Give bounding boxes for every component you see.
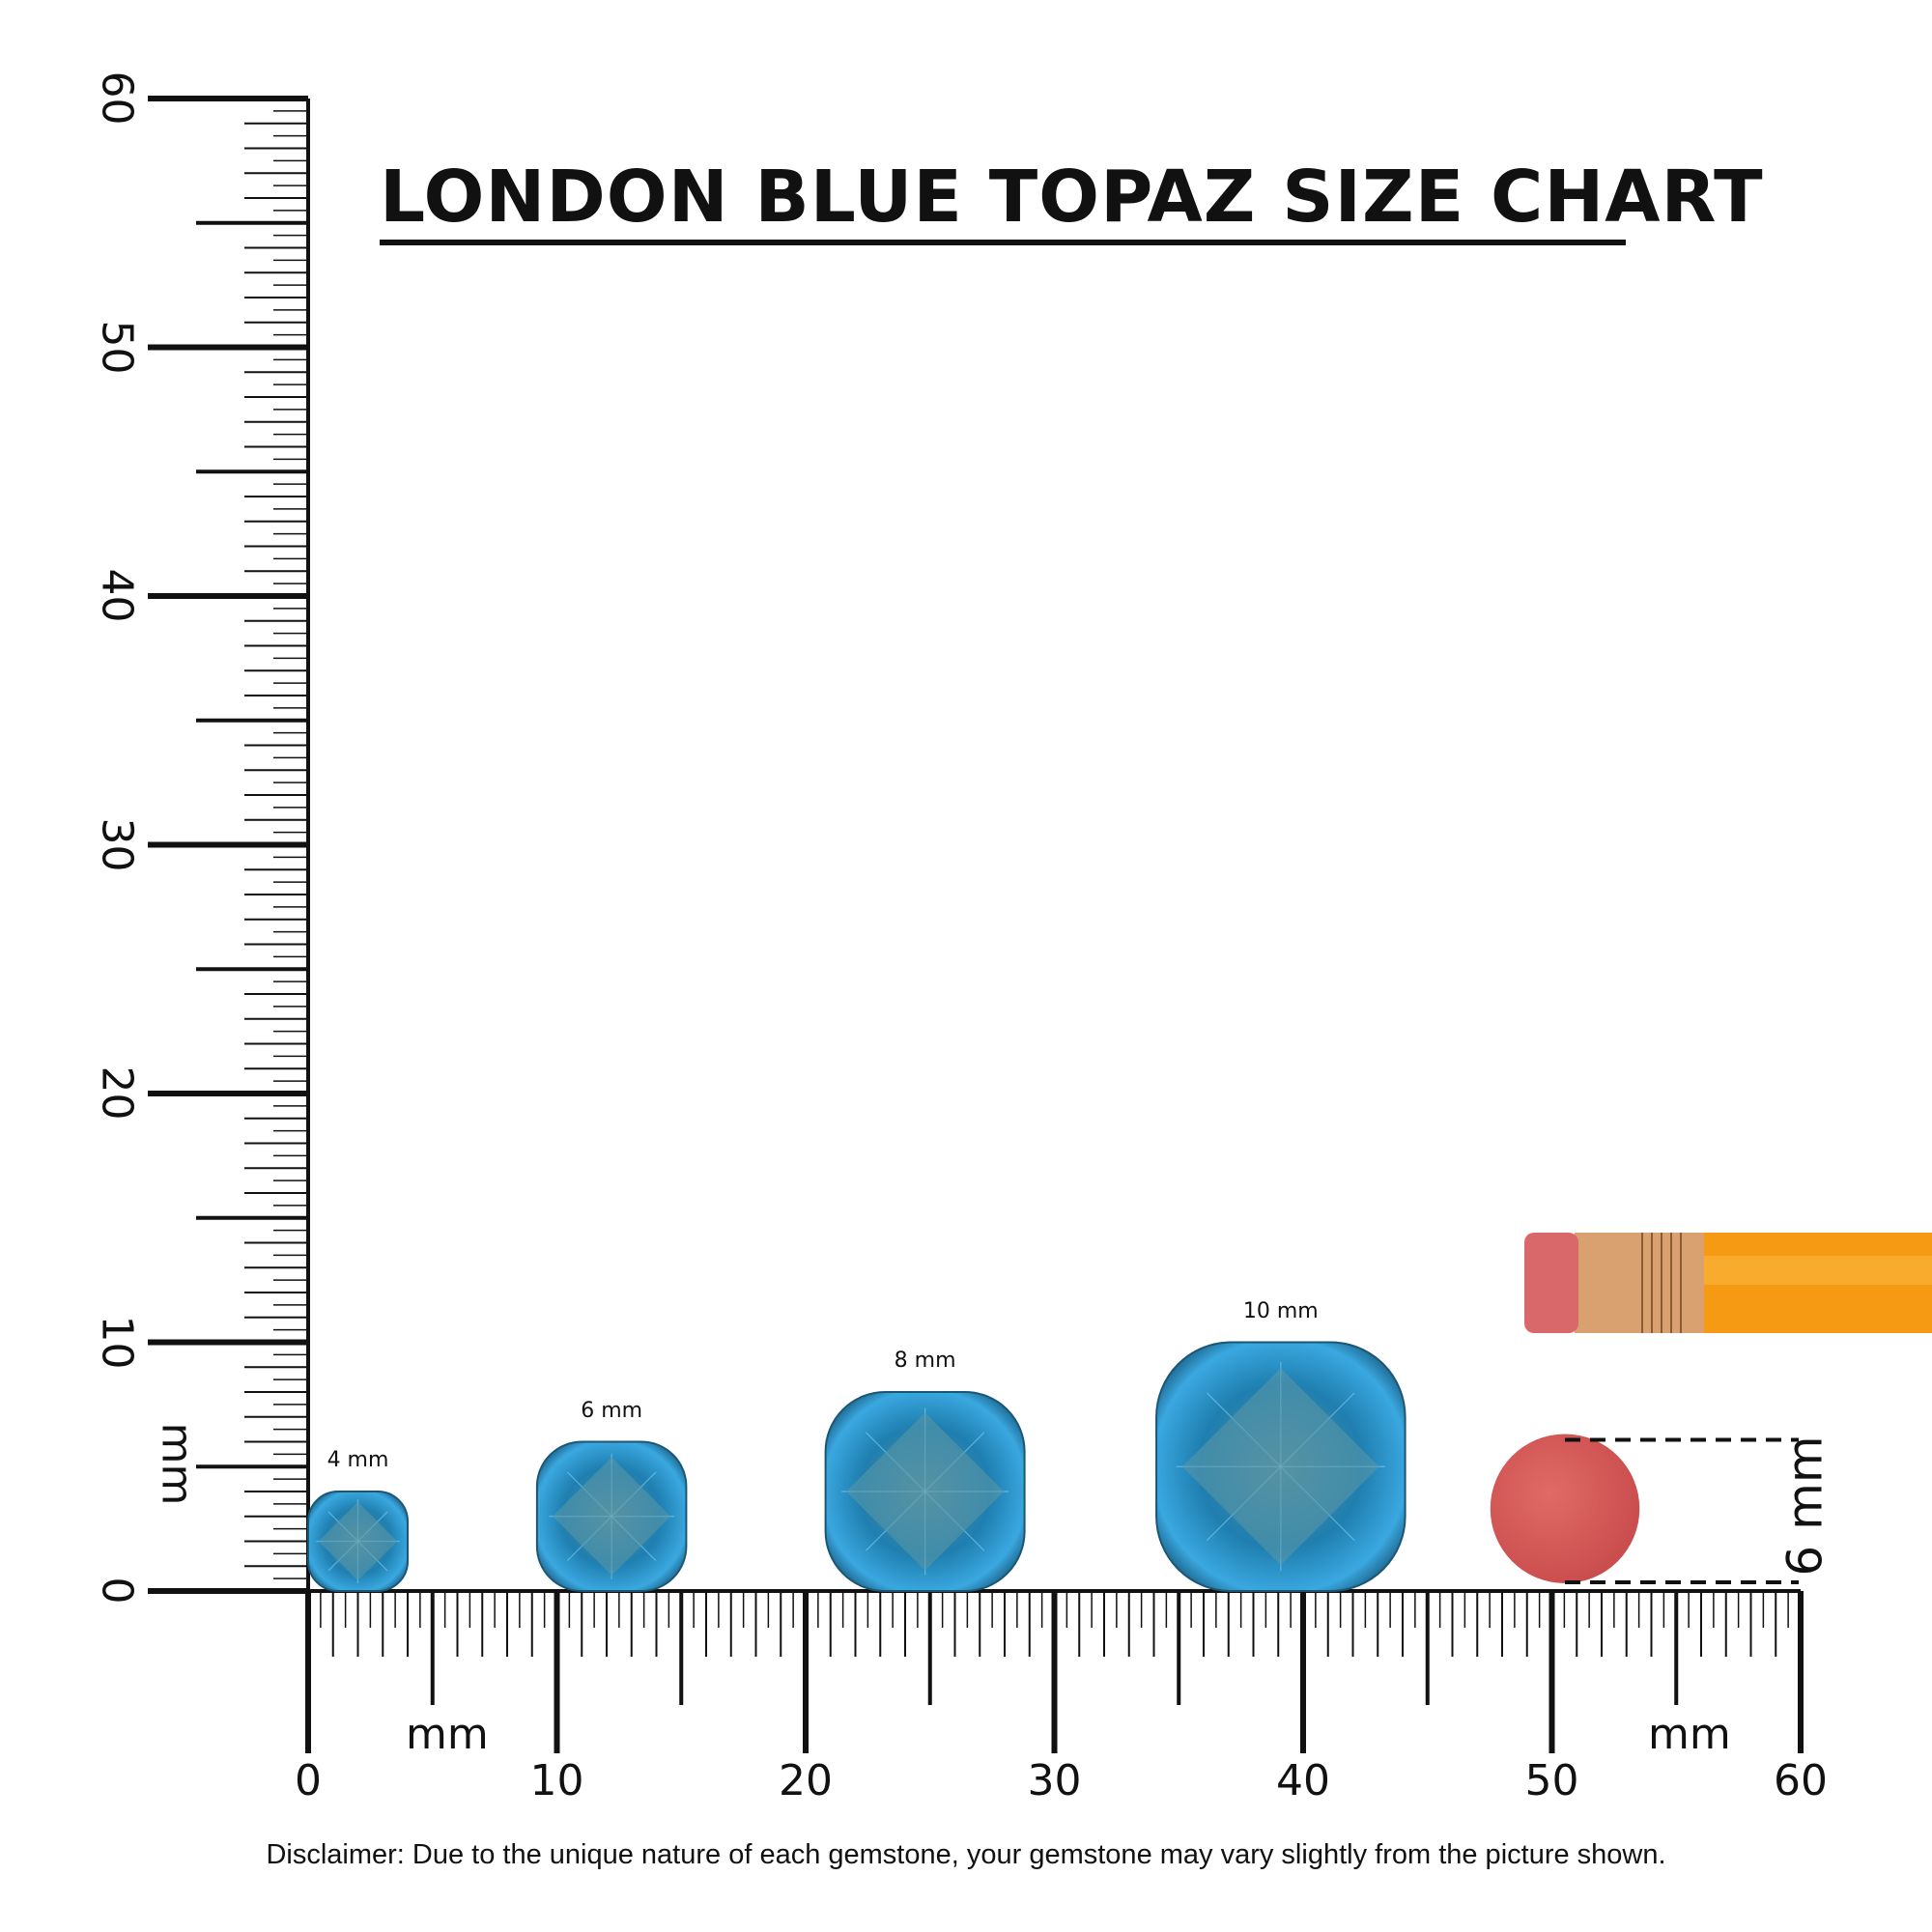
horizontal-unit-label-right: mm xyxy=(1648,1710,1731,1759)
vertical-ruler-label: 50 xyxy=(92,320,142,374)
gemstone-size-label: 4 mm xyxy=(327,1448,389,1472)
pencil-illustration xyxy=(1524,1233,1932,1333)
vertical-ruler-label: 10 xyxy=(92,1315,142,1369)
eraser-circle xyxy=(1490,1434,1640,1583)
gem-table xyxy=(552,1457,671,1576)
gem-table xyxy=(318,1501,398,1581)
gemstone-size-label: 6 mm xyxy=(581,1398,643,1423)
eraser-size-label: 6 mm xyxy=(1776,1435,1833,1577)
gem-table xyxy=(1181,1368,1379,1566)
horizontal-ruler-label: 20 xyxy=(779,1756,833,1805)
gemstone-size-label: 10 mm xyxy=(1242,1298,1319,1323)
horizontal-ruler-label: 30 xyxy=(1027,1756,1082,1805)
gemstone-4mm xyxy=(307,1491,409,1592)
horizontal-ruler-label: 60 xyxy=(1774,1756,1828,1805)
horizontal-ruler-label: 40 xyxy=(1276,1756,1330,1805)
chart-title: LONDON BLUE TOPAZ SIZE CHART xyxy=(380,155,1763,245)
disclaimer-text: Disclaimer: Due to the unique nature of … xyxy=(266,1839,1666,1870)
pencil-highlight xyxy=(1702,1256,1932,1285)
horizontal-unit-label-left: mm xyxy=(406,1710,489,1759)
gemstone-size-label: 8 mm xyxy=(894,1349,956,1373)
pencil-eraser xyxy=(1524,1233,1578,1333)
horizontal-ruler-label: 10 xyxy=(529,1756,584,1805)
vertical-unit-label: mm xyxy=(152,1422,202,1506)
vertical-ruler-label: 20 xyxy=(92,1065,142,1121)
gemstone-8mm xyxy=(824,1391,1026,1592)
vertical-ruler-label: 40 xyxy=(92,568,142,623)
vertical-ruler-label: 0 xyxy=(92,1577,142,1605)
gemstone-6mm xyxy=(535,1440,688,1592)
horizontal-ruler-label: 50 xyxy=(1524,1756,1579,1805)
gemstone-10mm xyxy=(1155,1341,1406,1592)
pencil-ferrule xyxy=(1575,1233,1704,1333)
vertical-ruler-label: 60 xyxy=(92,71,142,126)
horizontal-ruler-label: 0 xyxy=(295,1756,322,1805)
vertical-ruler-label: 30 xyxy=(92,817,142,871)
